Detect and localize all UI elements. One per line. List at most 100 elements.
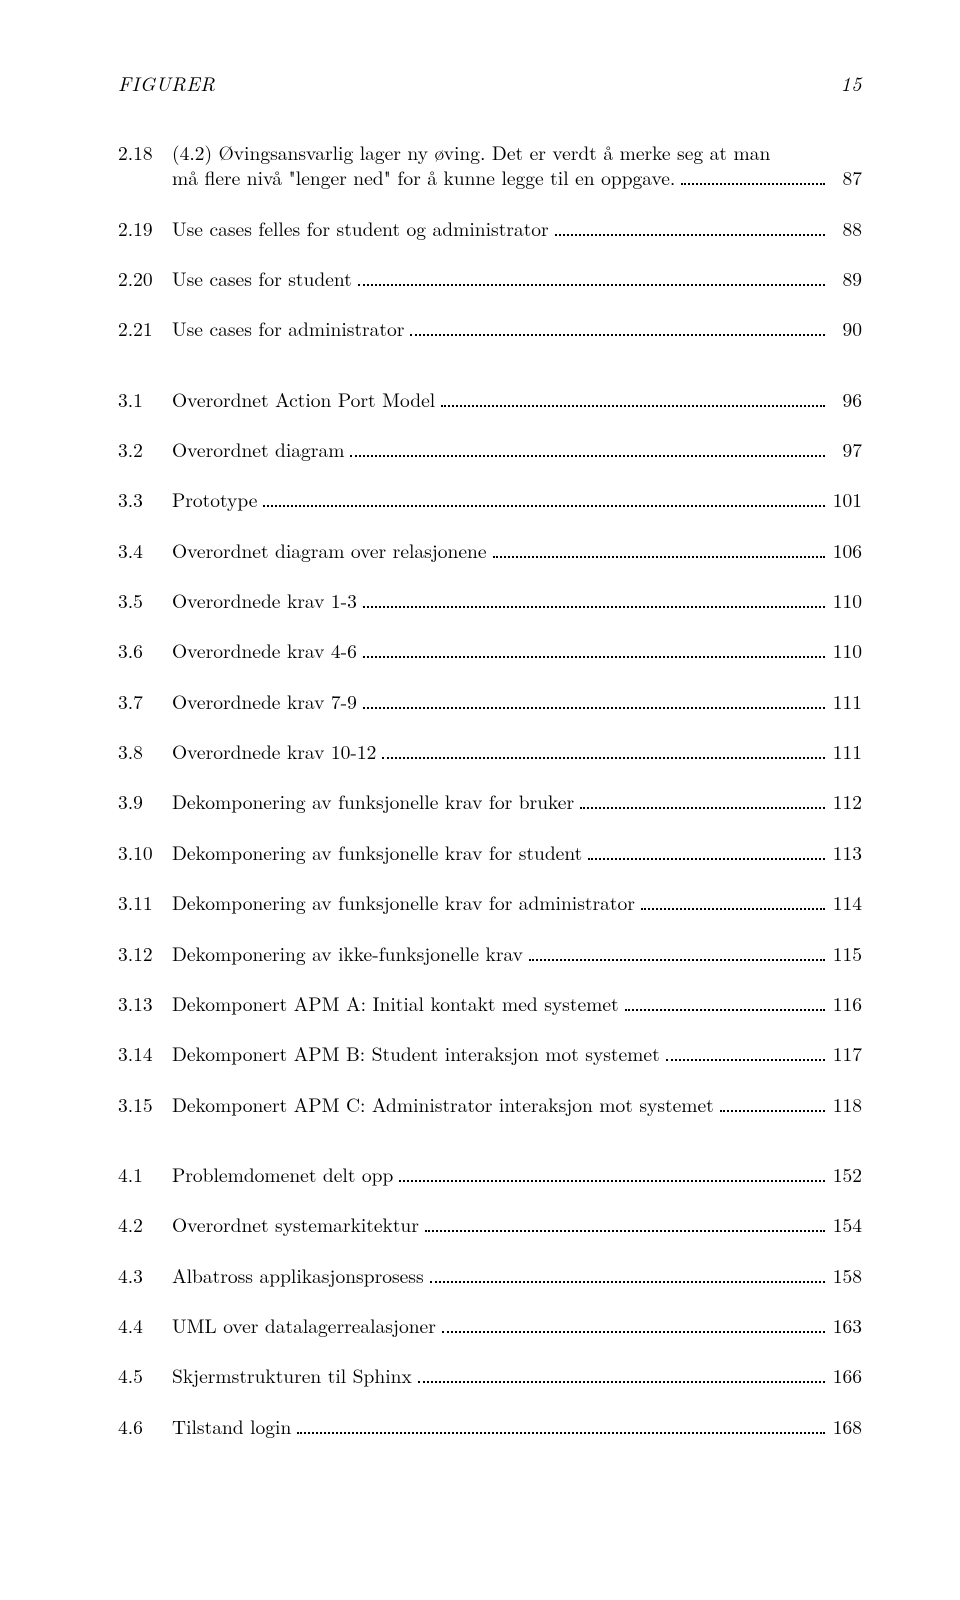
toc-entry: 3.11Dekomponering av funksjonelle krav f… bbox=[118, 890, 862, 915]
toc-entry: 2.19Use cases felles for student og admi… bbox=[118, 216, 862, 241]
toc-group-2: 2.19Use cases felles for student og admi… bbox=[118, 216, 862, 342]
toc-entry: 3.3Prototype 101 bbox=[118, 487, 862, 512]
entry-text: Dekomponering av funksjonelle krav for s… bbox=[172, 840, 582, 865]
entry-page: 90 bbox=[830, 316, 862, 341]
entry-text: Dekomponering av funksjonelle krav for a… bbox=[172, 890, 635, 915]
entry-text: Use cases felles for student og administ… bbox=[172, 216, 549, 241]
leader-dots bbox=[363, 707, 825, 709]
entry-label: 2.21 bbox=[118, 316, 172, 341]
entry-text: (4.2) Øvingsansvarlig lager ny øving. De… bbox=[172, 140, 770, 165]
entry-text: må flere nivå "lenger ned" for å kunne l… bbox=[172, 165, 675, 190]
entry-page: 111 bbox=[830, 739, 862, 764]
entry-text: Overordnede krav 1-3 bbox=[172, 588, 357, 613]
entry-label: 3.10 bbox=[118, 840, 172, 865]
entry-label: 3.5 bbox=[118, 588, 172, 613]
entry-text: Overordnede krav 10-12 bbox=[172, 739, 376, 764]
entry-text: Albatross applikasjonsprosess bbox=[172, 1263, 424, 1288]
leader-dots bbox=[681, 183, 825, 185]
leader-dots bbox=[363, 606, 825, 608]
entry-text: Dekomponering av funksjonelle krav for b… bbox=[172, 789, 574, 814]
toc-entry: 3.6Overordnede krav 4-6110 bbox=[118, 638, 862, 663]
entry-label: 3.4 bbox=[118, 538, 172, 563]
entry-label: 3.12 bbox=[118, 941, 172, 966]
leader-dots bbox=[625, 1009, 825, 1011]
toc-entry: 4.4UML over datalagerrealasjoner163 bbox=[118, 1313, 862, 1338]
entry-label: 3.6 bbox=[118, 638, 172, 663]
entry-text: UML over datalagerrealasjoner bbox=[172, 1313, 436, 1338]
toc-entry: 4.3Albatross applikasjonsprosess158 bbox=[118, 1263, 862, 1288]
entry-text: Use cases for student bbox=[172, 266, 352, 291]
toc-entry: 2.20Use cases for student 89 bbox=[118, 266, 862, 291]
toc-entry: 4.1Problemdomenet delt opp152 bbox=[118, 1162, 862, 1187]
entry-label: 2.20 bbox=[118, 266, 172, 291]
leader-dots bbox=[555, 234, 825, 236]
group-gap bbox=[118, 1142, 862, 1162]
toc-entry: 4.5Skjermstrukturen til Sphinx166 bbox=[118, 1363, 862, 1388]
entry-page: 152 bbox=[830, 1162, 862, 1187]
entry-text: Skjermstrukturen til Sphinx bbox=[172, 1363, 412, 1388]
entry-page: 118 bbox=[830, 1092, 862, 1117]
leader-dots bbox=[588, 858, 825, 860]
entry-page: 154 bbox=[830, 1212, 862, 1237]
entry-page: 89 bbox=[830, 266, 862, 291]
entry-page: 88 bbox=[830, 216, 862, 241]
toc-group-3: 3.1Overordnet Action Port Model963.2Over… bbox=[118, 387, 862, 1117]
leader-dots bbox=[382, 757, 825, 759]
entry-page: 113 bbox=[830, 840, 862, 865]
entry-page: 111 bbox=[830, 689, 862, 714]
leader-dots bbox=[425, 1230, 825, 1232]
entry-text: Overordnet systemarkitektur bbox=[172, 1212, 419, 1237]
entry-page: 117 bbox=[830, 1041, 862, 1066]
entry-label: 3.13 bbox=[118, 991, 172, 1016]
entry-label: 3.14 bbox=[118, 1041, 172, 1066]
leader-dots bbox=[297, 1432, 825, 1434]
entry-text: Use cases for administrator bbox=[172, 316, 404, 341]
leader-dots bbox=[399, 1180, 825, 1182]
entry-label: 3.1 bbox=[118, 387, 172, 412]
entry-label: 3.7 bbox=[118, 689, 172, 714]
header-left: FIGURER bbox=[118, 70, 215, 96]
entry-page: 87 bbox=[830, 165, 862, 190]
entry-label: 3.3 bbox=[118, 487, 172, 512]
entry-page: 106 bbox=[830, 538, 862, 563]
entry-label: 3.11 bbox=[118, 890, 172, 915]
entry-text: Problemdomenet delt opp bbox=[172, 1162, 393, 1187]
entry-label: 4.6 bbox=[118, 1414, 172, 1439]
toc-entry: 3.8Overordnede krav 10-12111 bbox=[118, 739, 862, 764]
toc-entry: 3.10Dekomponering av funksjonelle krav f… bbox=[118, 840, 862, 865]
toc-entry: 3.13Dekomponert APM A: Initial kontakt m… bbox=[118, 991, 862, 1016]
leader-dots bbox=[430, 1281, 825, 1283]
toc-group-4: 4.1Problemdomenet delt opp1524.2Overordn… bbox=[118, 1162, 862, 1439]
entry-text: Overordnet diagram over relasjonene bbox=[172, 538, 487, 563]
entry-text: Dekomponert APM A: Initial kontakt med s… bbox=[172, 991, 619, 1016]
entry-text: Tilstand login bbox=[172, 1414, 291, 1439]
entry-label: 4.2 bbox=[118, 1212, 172, 1237]
leader-dots bbox=[418, 1381, 825, 1383]
entry-label: 4.5 bbox=[118, 1363, 172, 1388]
toc-entry: 3.1Overordnet Action Port Model96 bbox=[118, 387, 862, 412]
entry-text: Dekomponering av ikke-funksjonelle krav bbox=[172, 941, 523, 966]
entry-page: 101 bbox=[830, 487, 862, 512]
toc-entry-multiline: 2.18 (4.2) Øvingsansvarlig lager ny øvin… bbox=[118, 140, 862, 191]
entry-page: 168 bbox=[830, 1414, 862, 1439]
toc-entry: 4.6Tilstand login 168 bbox=[118, 1414, 862, 1439]
leader-dots bbox=[263, 505, 825, 507]
entry-text: Prototype bbox=[172, 487, 257, 512]
entry-page: 112 bbox=[830, 789, 862, 814]
entry-line2: må flere nivå "lenger ned" for å kunne l… bbox=[172, 165, 862, 190]
entry-line1: (4.2) Øvingsansvarlig lager ny øving. De… bbox=[172, 140, 862, 165]
entry-label: 4.3 bbox=[118, 1263, 172, 1288]
toc-entry: 3.5Overordnede krav 1-3110 bbox=[118, 588, 862, 613]
leader-dots bbox=[529, 959, 825, 961]
toc-entry: 3.9Dekomponering av funksjonelle krav fo… bbox=[118, 789, 862, 814]
leader-dots bbox=[580, 807, 825, 809]
entry-text: Overordnede krav 4-6 bbox=[172, 638, 357, 663]
leader-dots bbox=[666, 1059, 825, 1061]
leader-dots bbox=[358, 284, 825, 286]
entry-label: 3.15 bbox=[118, 1092, 172, 1117]
toc-entry: 2.21Use cases for administrator 90 bbox=[118, 316, 862, 341]
leader-dots bbox=[493, 556, 825, 558]
header-right: 15 bbox=[841, 70, 862, 96]
leader-dots bbox=[363, 656, 825, 658]
entry-text: Dekomponert APM C: Administrator interak… bbox=[172, 1092, 714, 1117]
